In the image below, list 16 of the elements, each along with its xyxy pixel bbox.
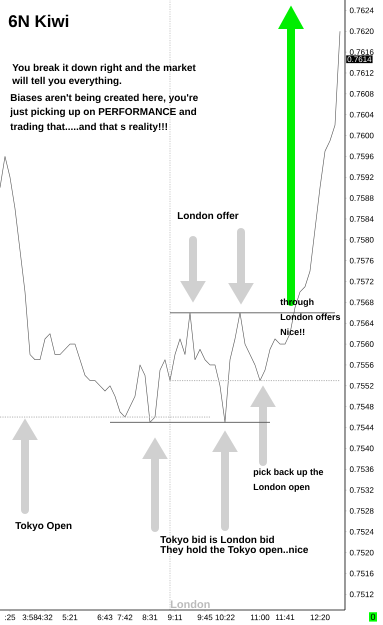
annotation: London open <box>254 483 310 492</box>
annotation: London offer <box>178 212 238 220</box>
text: 0 <box>370 614 376 620</box>
annotation: trading that.....and that s reality!!! <box>10 122 168 132</box>
annotation: Biases aren't being created here, you're <box>10 94 198 104</box>
annotation: Tokyo Open <box>15 522 72 532</box>
annotation: Tokyo bid is London bid <box>160 536 274 546</box>
annotation: They hold the Tokyo open..nice <box>160 546 308 556</box>
annotation: London <box>170 600 210 608</box>
annotation: will tell you everything. <box>12 76 122 86</box>
annotation: just picking up on PERFORMANCE and <box>10 108 196 118</box>
annotation: London offers <box>280 313 340 320</box>
annotation: pick back up the <box>254 468 324 477</box>
text: 6N Kiwi <box>8 14 68 28</box>
annotation: Nice!! <box>280 328 304 336</box>
annotation: You break it down right and the market <box>12 64 196 74</box>
